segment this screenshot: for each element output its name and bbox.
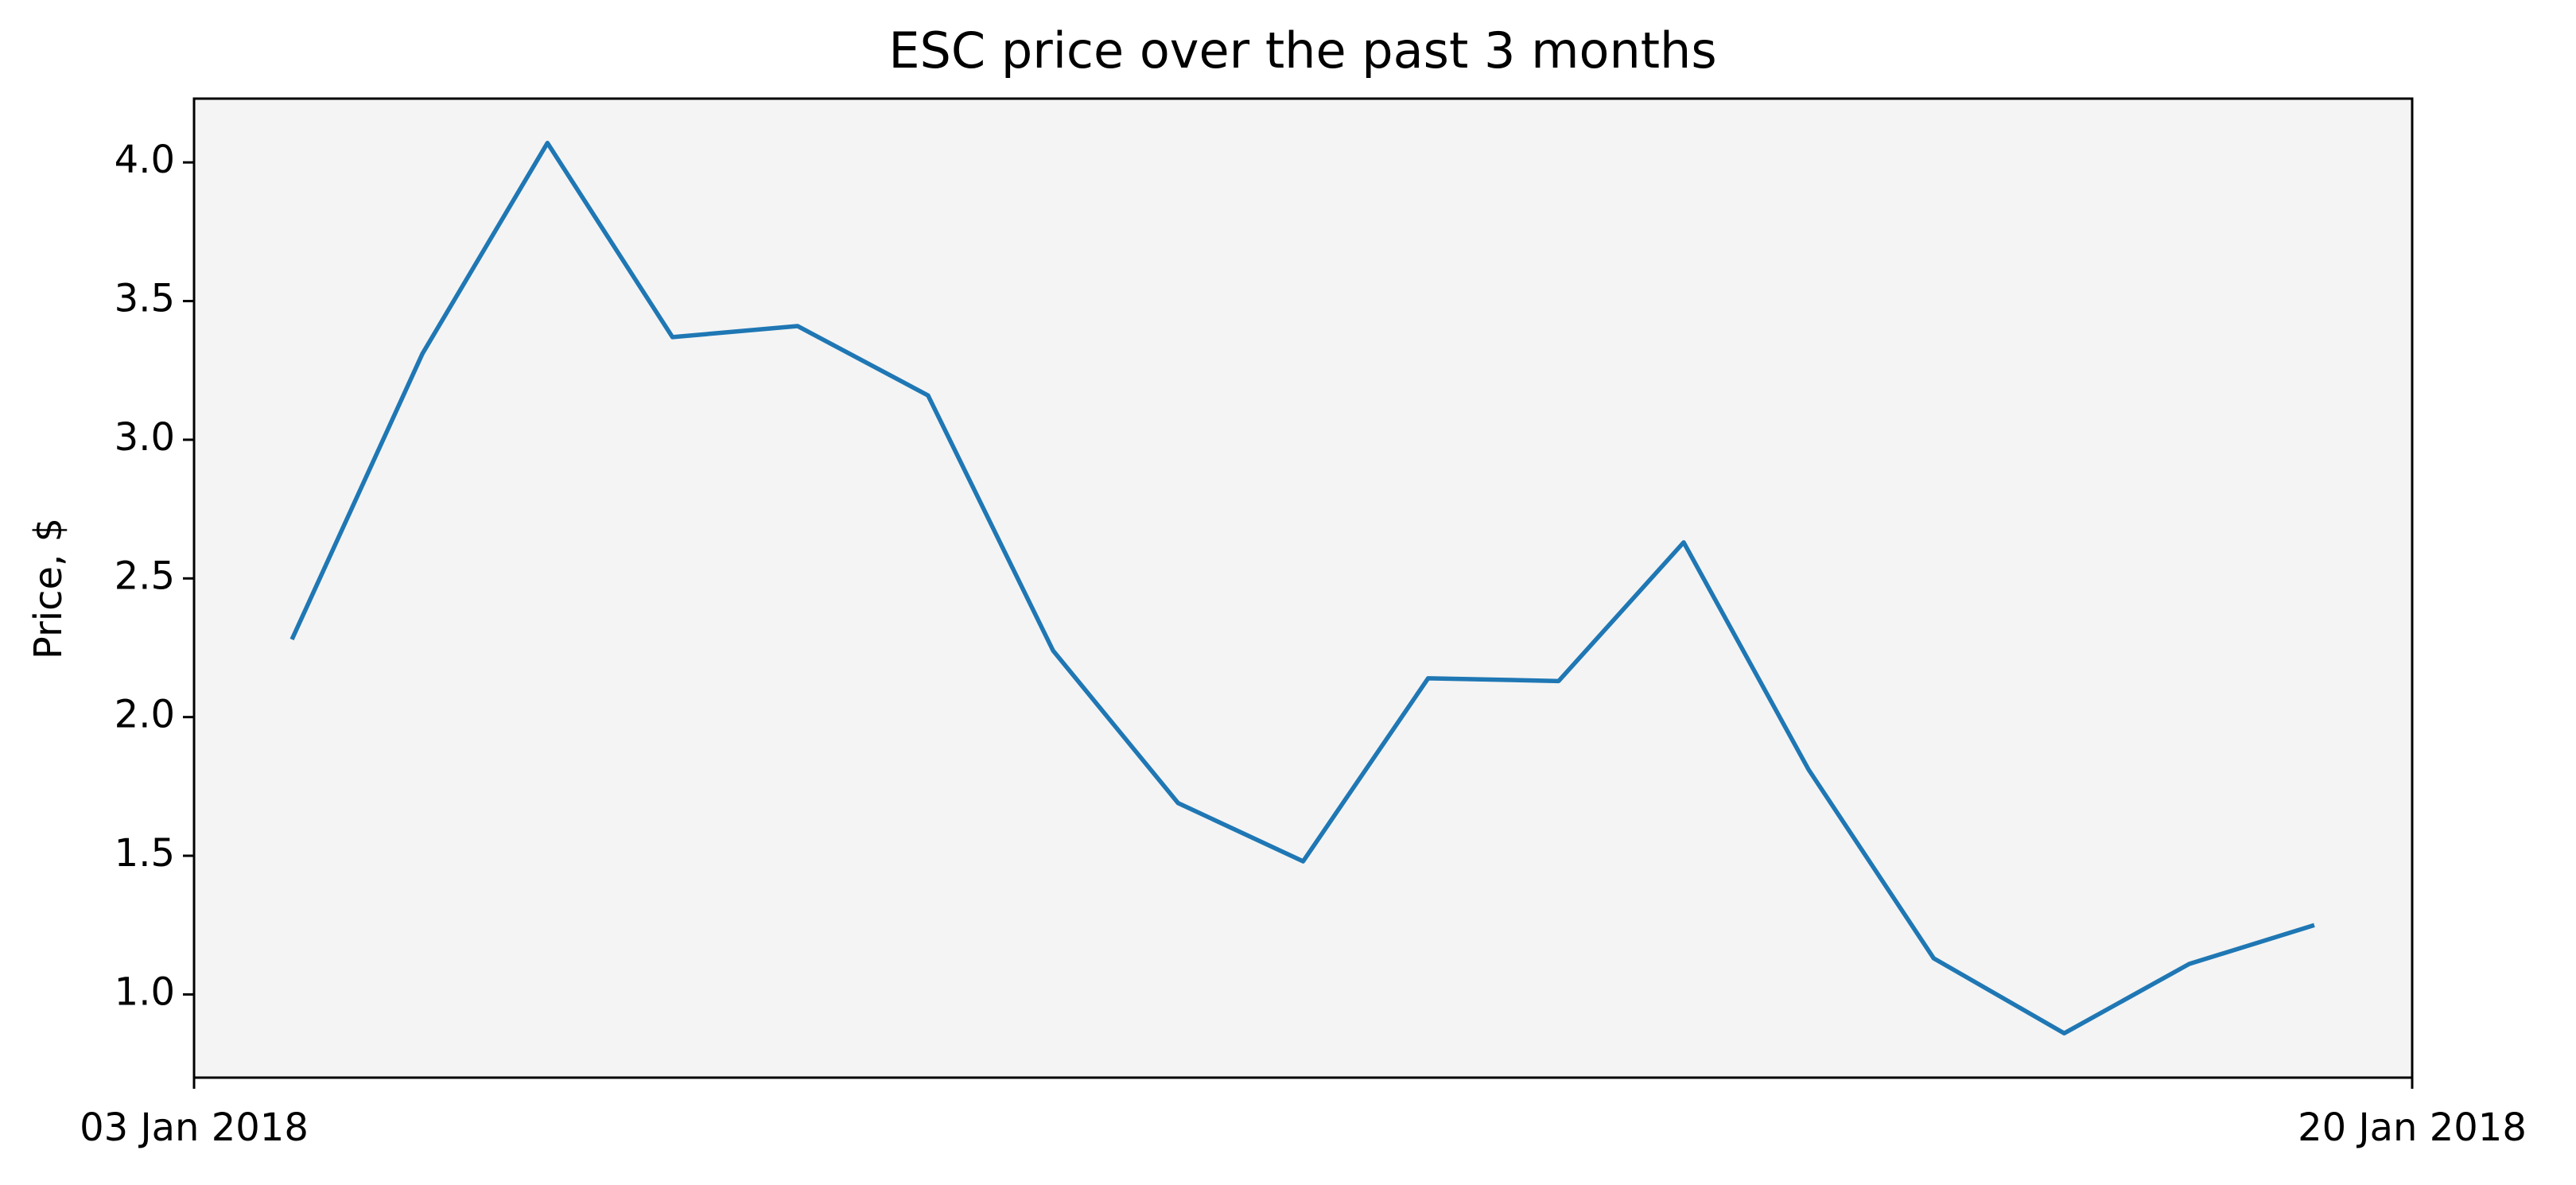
chart-title: ESC price over the past 3 months	[888, 21, 1716, 80]
y-tick-label: 2.5	[115, 554, 175, 598]
y-tick-label: 1.0	[115, 969, 175, 1014]
y-tick-label: 3.0	[115, 415, 175, 460]
plot-frame	[192, 97, 2414, 1079]
y-tick-label: 1.5	[115, 831, 175, 876]
y-tick-label: 3.5	[115, 277, 175, 321]
x-tick-label: 03 Jan 2018	[80, 1105, 309, 1150]
y-tick-label: 4.0	[115, 138, 175, 182]
plot-area	[194, 99, 2412, 1078]
y-axis-label: Price, $	[26, 518, 71, 659]
x-tick-label: 20 Jan 2018	[2298, 1105, 2527, 1150]
y-tick-label: 2.0	[115, 693, 175, 737]
price-line	[289, 141, 2315, 1035]
